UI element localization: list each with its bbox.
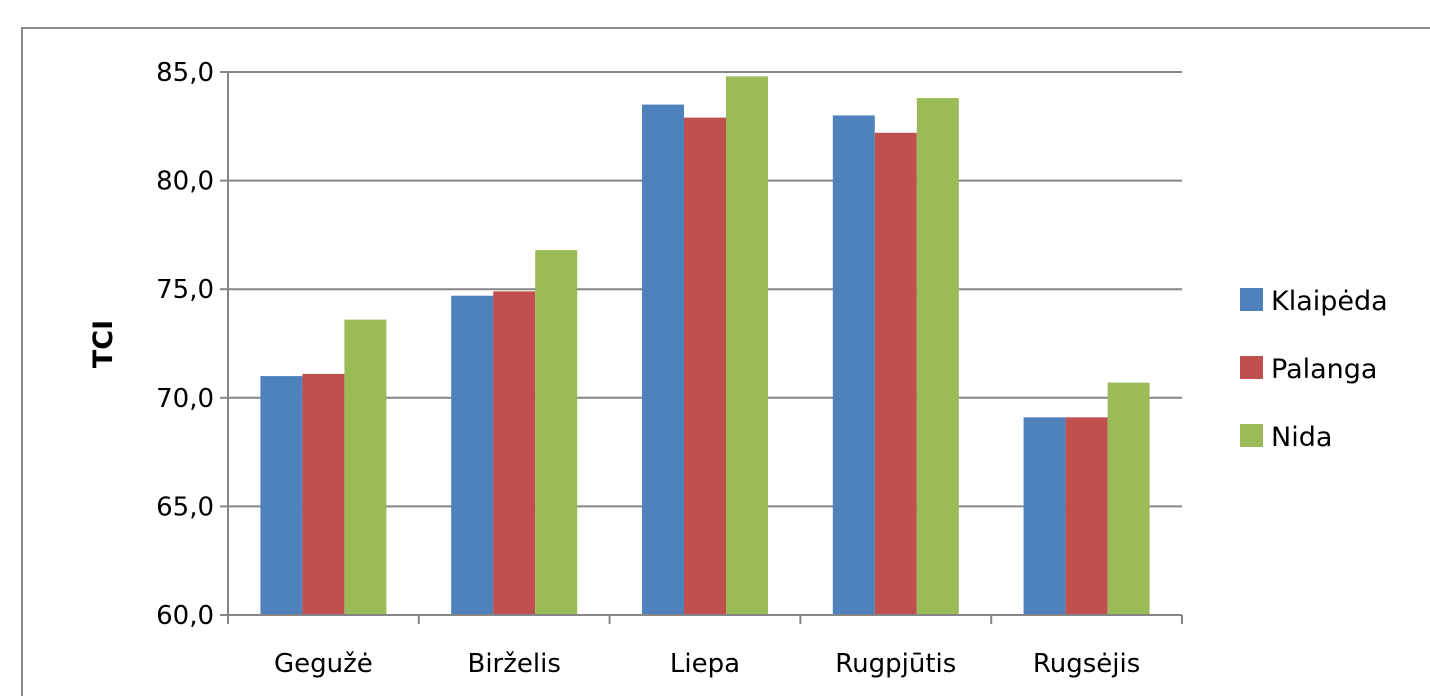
legend-swatch-nida — [1240, 424, 1263, 447]
bar-palanga-5 — [1065, 417, 1108, 615]
y-tick-label: 75,0 — [156, 275, 214, 305]
legend-label-klaipėda: Klaipėda — [1271, 286, 1388, 317]
y-axis-title: TCI — [88, 320, 119, 368]
bar-nida-2 — [535, 250, 578, 615]
y-tick-label: 85,0 — [156, 58, 214, 88]
bar-klaipėda-2 — [451, 295, 494, 615]
axes — [220, 71, 1183, 624]
x-tick-label: Gegužė — [274, 649, 373, 679]
bar-palanga-3 — [684, 117, 726, 615]
bar-palanga-1 — [302, 373, 345, 615]
y-tick-label: 65,0 — [156, 492, 214, 522]
legend-label-palanga: Palanga — [1271, 354, 1377, 385]
y-tick-label: 60,0 — [156, 601, 214, 631]
legend: Klaipėda Palanga Nida — [1240, 286, 1388, 453]
bar-klaipėda-4 — [832, 115, 875, 615]
x-tick-labels: Gegužė Birželis Liepa Rugpjūtis Rugsėjis — [274, 649, 1140, 679]
y-tick-labels: 60,0 65,0 70,0 75,0 80,0 85,0 — [156, 58, 214, 631]
x-tick-label: Liepa — [670, 649, 740, 679]
bar-nida-4 — [916, 98, 959, 615]
x-tick-label: Rugsėjis — [1033, 649, 1140, 679]
x-tick-label: Rugpjūtis — [835, 649, 956, 679]
bar-klaipėda-1 — [260, 376, 303, 615]
legend-swatch-palanga — [1240, 356, 1263, 379]
bar-nida-5 — [1107, 382, 1150, 615]
bar-klaipėda-3 — [642, 104, 684, 615]
bar-klaipėda-5 — [1023, 417, 1066, 615]
bars — [260, 76, 1150, 616]
bar-nida-1 — [344, 319, 387, 615]
bar-nida-3 — [726, 76, 768, 616]
bar-palanga-2 — [493, 291, 536, 615]
legend-label-nida: Nida — [1271, 422, 1332, 453]
x-tick-label: Birželis — [468, 649, 561, 679]
legend-swatch-klaipėda — [1240, 288, 1263, 311]
y-tick-label: 80,0 — [156, 167, 214, 197]
chart-border — [21, 27, 1430, 696]
y-tick-label: 70,0 — [156, 384, 214, 414]
bar-palanga-4 — [874, 132, 917, 616]
